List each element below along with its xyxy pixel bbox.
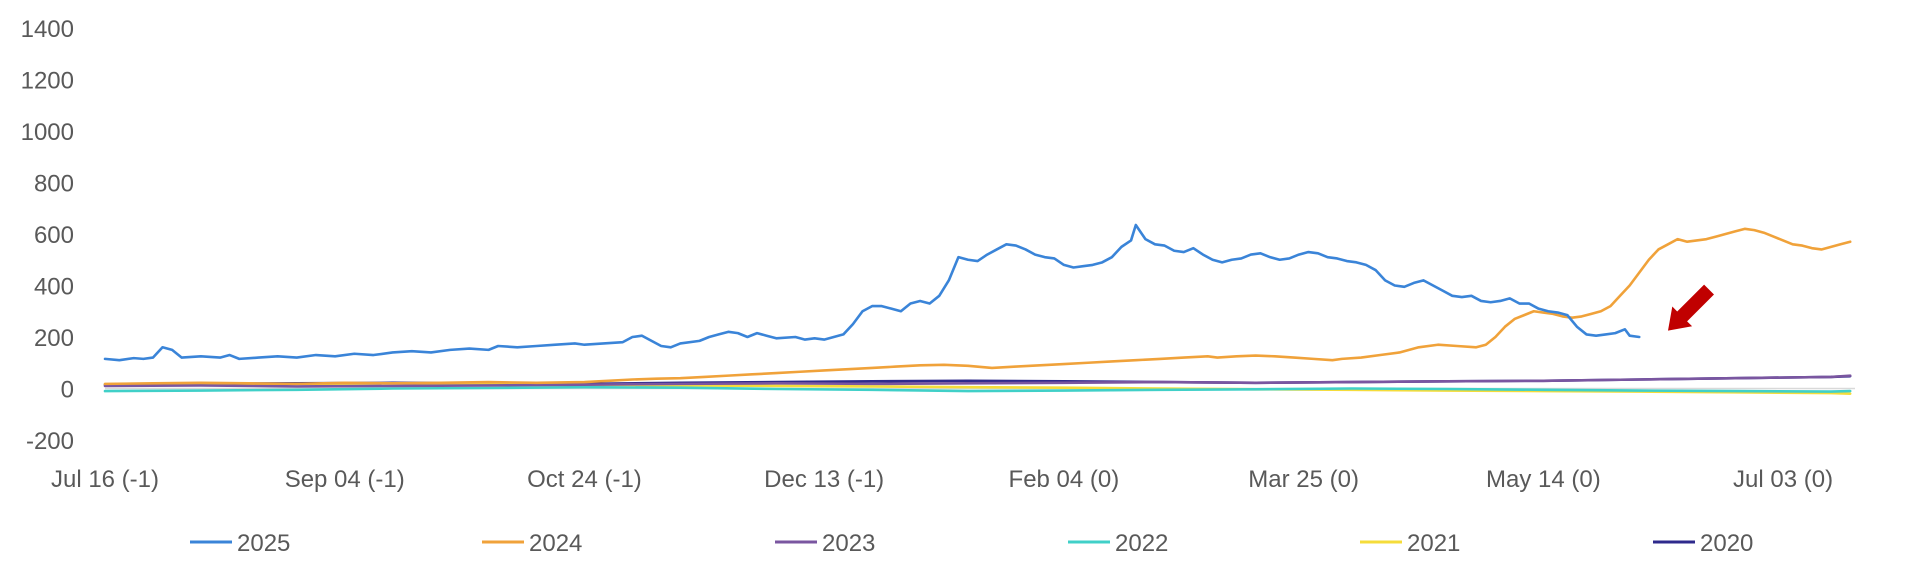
y-tick-label: 600	[34, 222, 74, 249]
x-tick-label: Sep 04 (-1)	[285, 466, 405, 493]
legend-label-2024: 2024	[529, 530, 582, 557]
x-axis-ticks: Jul 16 (-1) Sep 04 (-1) Oct 24 (-1) Dec 13 …	[51, 466, 1833, 493]
series-line-2024	[103, 227, 1852, 386]
annotation-layer	[1668, 284, 1714, 331]
legend: 2025 2024 2023 2022 2021 2020	[190, 530, 1753, 557]
x-tick-label: Mar 25 (0)	[1248, 466, 1359, 493]
series-line-2023	[103, 374, 1852, 388]
x-tick-label: May 14 (0)	[1486, 466, 1601, 493]
legend-label-2021: 2021	[1407, 530, 1460, 557]
annotation-arrow	[1668, 284, 1714, 331]
y-tick-label: 1400	[21, 16, 74, 43]
y-axis-ticks: 1400 1200 1000 800 600 400 200 0 -200	[21, 16, 74, 455]
series-layer	[103, 223, 1852, 395]
x-tick-label: Oct 24 (-1)	[527, 466, 642, 493]
x-tick-label: Jul 03 (0)	[1733, 466, 1833, 493]
series-line-2025	[103, 223, 1641, 362]
y-tick-label: 400	[34, 274, 74, 301]
x-tick-label: Jul 16 (-1)	[51, 466, 159, 493]
legend-label-2020: 2020	[1700, 530, 1753, 557]
legend-label-2022: 2022	[1115, 530, 1168, 557]
x-tick-label: Feb 04 (0)	[1009, 466, 1120, 493]
y-tick-label: 1200	[21, 68, 74, 95]
y-tick-label: 1000	[21, 119, 74, 146]
x-tick-label: Dec 13 (-1)	[764, 466, 884, 493]
y-tick-label: -200	[26, 428, 74, 455]
y-tick-label: 200	[34, 325, 74, 352]
y-tick-label: 800	[34, 171, 74, 198]
legend-label-2025: 2025	[237, 530, 290, 557]
series-line-2022	[103, 385, 1852, 393]
legend-label-2023: 2023	[822, 530, 875, 557]
y-tick-label: 0	[61, 377, 74, 404]
